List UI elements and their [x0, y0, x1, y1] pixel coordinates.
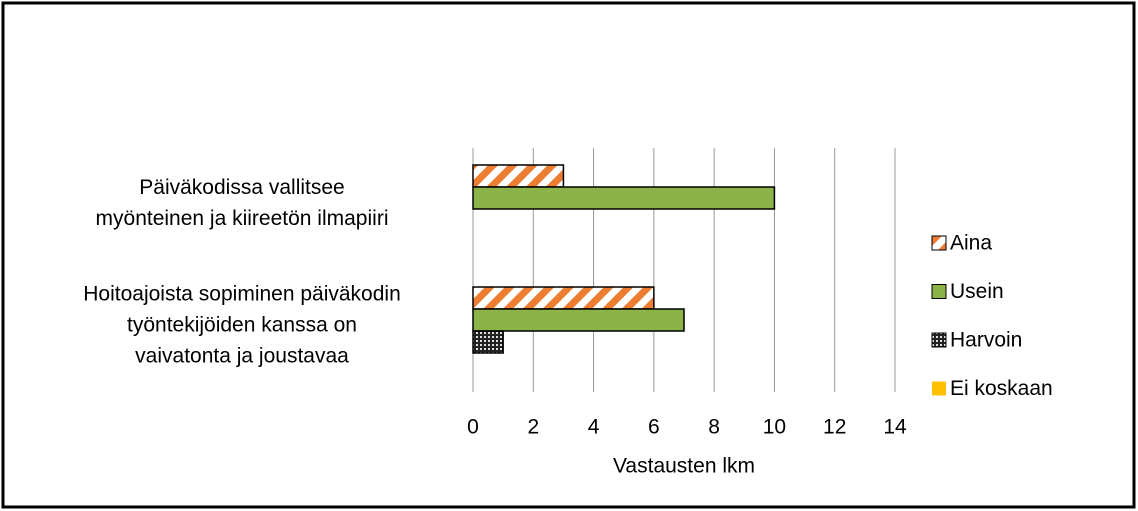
bar — [472, 330, 504, 354]
bar — [472, 286, 655, 310]
legend-swatch — [931, 284, 947, 299]
x-tick-label: 6 — [648, 416, 660, 439]
bar — [472, 308, 685, 332]
legend-label: Harvoin — [950, 329, 1022, 352]
bar — [472, 164, 565, 188]
legend-label: Ei koskaan — [950, 377, 1053, 400]
x-tick-label: 2 — [527, 416, 539, 439]
x-tick-label: 10 — [763, 416, 786, 439]
x-tick-label: 14 — [883, 416, 907, 439]
x-tick-label: 0 — [467, 416, 479, 439]
y-tick-label: Hoitoajoista sopiminen päiväkodin työnte… — [83, 282, 401, 368]
bar — [472, 186, 776, 210]
y-tick-label: Päiväkodissa vallitsee myönteinen ja kii… — [95, 176, 389, 230]
x-tick-label: 4 — [588, 416, 600, 439]
x-tick-label: 12 — [823, 416, 846, 439]
legend-swatch — [931, 332, 947, 348]
legend-label: Aina — [950, 232, 992, 255]
legend-swatch — [932, 381, 946, 396]
x-axis-title: Vastausten lkm — [613, 455, 755, 478]
legend-label: Usein — [950, 280, 1004, 303]
legend-swatch — [931, 235, 947, 251]
x-tick-label: 8 — [708, 416, 720, 439]
